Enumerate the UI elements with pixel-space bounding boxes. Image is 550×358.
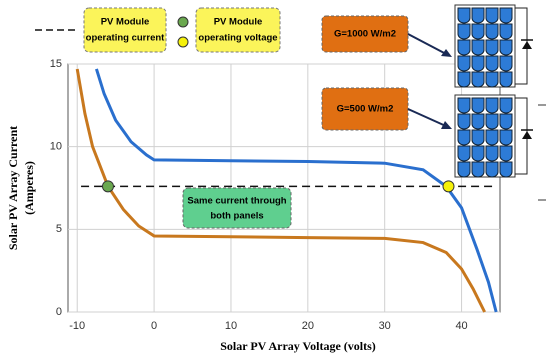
panel-cell <box>471 7 485 24</box>
note-text: both panels <box>210 211 263 222</box>
legend-marker <box>177 36 189 48</box>
panel-cell <box>499 161 513 178</box>
note-box <box>321 15 409 53</box>
panel-cell <box>485 113 499 130</box>
panel-cell <box>499 113 513 130</box>
panel-cell <box>457 23 471 40</box>
panel-cell <box>485 39 499 56</box>
x-tick-label: 20 <box>302 320 314 332</box>
y-axis-label: (Amperes) <box>22 161 36 215</box>
panel-cell <box>499 39 513 56</box>
panel-cell <box>471 23 485 40</box>
note-text: operating current <box>86 33 165 44</box>
panel-cell <box>471 71 485 88</box>
note-text: G=1000 W/m2 <box>334 29 396 40</box>
diode <box>522 131 532 139</box>
note-text: G=500 W/m2 <box>337 104 394 115</box>
x-tick-label: 10 <box>225 320 237 332</box>
note-text: PV Module <box>214 17 263 28</box>
panel-cell <box>499 7 513 24</box>
operating-point <box>101 180 114 193</box>
panel-cell <box>485 23 499 40</box>
note-text: operating voltage <box>198 33 277 44</box>
panel-cell <box>457 55 471 72</box>
y-tick-label: 5 <box>56 223 62 235</box>
y-tick-label: 15 <box>50 58 62 70</box>
arrow <box>407 33 449 56</box>
panel-cell <box>457 145 471 162</box>
note-text: Same current through <box>187 196 286 207</box>
panel-cell <box>499 129 513 146</box>
panel-cell <box>457 129 471 146</box>
y-tick-label: 0 <box>56 306 62 318</box>
arrow <box>407 108 449 128</box>
note-box <box>83 7 167 53</box>
panel-cell <box>457 71 471 88</box>
panel-cell <box>471 145 485 162</box>
operating-point <box>442 180 455 193</box>
x-tick-label: 30 <box>379 320 391 332</box>
panel-cell <box>499 23 513 40</box>
line-series <box>75 68 486 313</box>
panel-cell <box>499 71 513 88</box>
panel-cell <box>499 55 513 72</box>
panel-cell <box>485 161 499 178</box>
panel-cell <box>485 71 499 88</box>
panel-cell <box>485 145 499 162</box>
panel-cell <box>499 145 513 162</box>
panel-cell <box>471 39 485 56</box>
x-axis-label: Solar PV Array Voltage (volts) <box>220 339 376 353</box>
legend-marker <box>177 16 189 28</box>
panel-cell <box>471 55 485 72</box>
panel-cell <box>471 113 485 130</box>
x-tick-label: 40 <box>455 320 467 332</box>
panel-cell <box>457 7 471 24</box>
panel-cell <box>485 97 499 114</box>
panel-cell <box>471 161 485 178</box>
panel-cell <box>485 129 499 146</box>
arrow-head <box>441 49 452 57</box>
note-box <box>182 187 292 229</box>
panel-cell <box>499 97 513 114</box>
panel-cell <box>457 97 471 114</box>
panel-cell <box>457 39 471 56</box>
panel-cell <box>485 55 499 72</box>
x-tick-label: -10 <box>69 320 85 332</box>
panel-cell <box>457 113 471 130</box>
panel-cell <box>471 129 485 146</box>
note-text: PV Module <box>101 17 150 28</box>
arrow-head <box>441 121 452 129</box>
panel-cell <box>471 97 485 114</box>
note-box <box>195 7 281 53</box>
panel-illustrations <box>454 4 533 178</box>
diode <box>522 41 532 49</box>
y-axis-label: Solar PV Array Current <box>6 126 20 250</box>
panel-cell <box>457 161 471 178</box>
line-series <box>95 68 498 313</box>
x-tick-label: 0 <box>151 320 157 332</box>
panel-cell <box>485 7 499 24</box>
y-tick-label: 10 <box>50 141 62 153</box>
